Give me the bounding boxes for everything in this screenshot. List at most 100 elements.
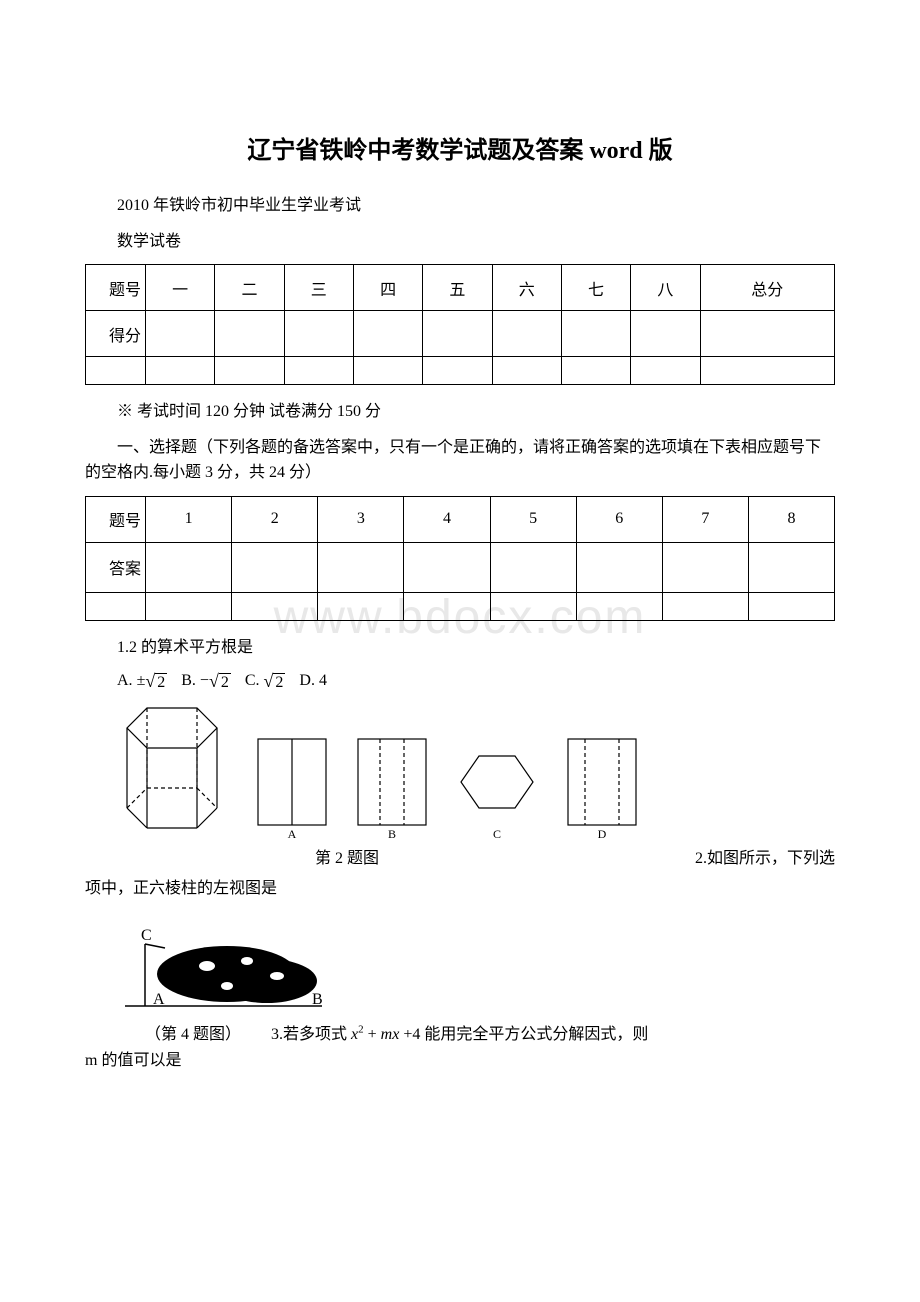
table-cell: 5 <box>490 496 576 542</box>
q1-option-b: B. −√2 <box>181 671 231 692</box>
table-cell: 8 <box>748 496 834 542</box>
table-cell <box>404 592 490 620</box>
table-cell <box>631 357 700 385</box>
subtitle-subject: 数学试卷 <box>85 229 835 255</box>
table-cell <box>490 542 576 592</box>
table-cell <box>576 592 662 620</box>
table-cell: 1 <box>146 496 232 542</box>
q2-caption-row: 第 2 题图 2.如图所示，下列选 <box>85 844 835 868</box>
hex-prism-icon <box>117 700 227 840</box>
minus-icon: − <box>200 672 209 689</box>
q4-figure-caption: （第 4 题图） <box>145 1020 241 1044</box>
option-label: D <box>598 827 607 840</box>
table-cell <box>284 357 353 385</box>
table-cell <box>353 311 422 357</box>
radical-icon: √ <box>264 671 274 691</box>
answer-table-header-cell: 答案 <box>86 542 146 592</box>
table-row: 答案 <box>86 542 835 592</box>
plus-minus-icon: ± <box>137 672 146 689</box>
q3-prefix: 3.若多项式 <box>271 1026 347 1043</box>
option-d-value: 4 <box>319 672 327 689</box>
q1-option-a: A. ±√2 <box>117 671 167 692</box>
table-cell <box>215 357 284 385</box>
table-cell: 八 <box>631 265 700 311</box>
option-label: A <box>288 827 297 840</box>
table-cell: 五 <box>423 265 492 311</box>
q2-option-a-icon: A <box>257 738 327 840</box>
table-cell: 4 <box>404 496 490 542</box>
table-cell <box>748 592 834 620</box>
table-cell <box>146 542 232 592</box>
q2-figure-caption: 第 2 题图 <box>315 844 379 868</box>
q2-option-b-icon: B <box>357 738 427 840</box>
page-title: 辽宁省铁岭中考数学试题及答案 word 版 <box>85 130 835 165</box>
table-cell <box>318 542 404 592</box>
table-cell <box>492 357 561 385</box>
table-cell <box>700 311 835 357</box>
table-cell <box>423 357 492 385</box>
table-cell <box>700 357 835 385</box>
exponent: 2 <box>358 1023 364 1035</box>
table-cell <box>561 311 630 357</box>
table-row <box>86 592 835 620</box>
table-cell: 2 <box>232 496 318 542</box>
score-table-header-cell: 题号 <box>86 265 146 311</box>
table-cell <box>146 311 215 357</box>
table-row: 题号 1 2 3 4 5 6 7 8 <box>86 496 835 542</box>
score-table-header-cell: 得分 <box>86 311 146 357</box>
sqrt-expr: √2 <box>264 671 286 692</box>
table-cell: 一 <box>146 265 215 311</box>
table-cell <box>86 592 146 620</box>
table-row <box>86 357 835 385</box>
table-cell <box>284 311 353 357</box>
table-cell <box>146 592 232 620</box>
table-cell <box>492 311 561 357</box>
table-cell <box>215 311 284 357</box>
q3-lead: 3.若多项式 x2 + mx +4 能用完全平方公式分解因式，则 <box>271 1020 835 1044</box>
math-mx: mx <box>381 1026 400 1043</box>
option-label: B <box>388 827 396 840</box>
table-cell <box>404 542 490 592</box>
table-cell <box>423 311 492 357</box>
q3-tail: m 的值可以是 <box>85 1046 835 1070</box>
table-cell <box>146 357 215 385</box>
table-cell <box>576 542 662 592</box>
answer-table: 题号 1 2 3 4 5 6 7 8 答案 <box>85 496 835 621</box>
table-cell <box>662 542 748 592</box>
sqrt-value: 2 <box>155 673 167 691</box>
option-label: A. <box>117 672 133 689</box>
table-cell <box>490 592 576 620</box>
option-label: D. <box>299 672 315 689</box>
table-cell: 3 <box>318 496 404 542</box>
table-cell: 三 <box>284 265 353 311</box>
sqrt-expr: √2 <box>145 671 167 692</box>
sqrt-expr: √2 <box>209 671 231 692</box>
label-b: B <box>312 991 323 1008</box>
table-cell <box>662 592 748 620</box>
label-c: C <box>141 927 152 944</box>
label-a: A <box>153 991 165 1008</box>
table-row: 题号 一 二 三 四 五 六 七 八 总分 <box>86 265 835 311</box>
q2-tail: 项中，正六棱柱的左视图是 <box>85 874 835 898</box>
table-cell <box>232 542 318 592</box>
table-cell <box>353 357 422 385</box>
table-row: 得分 <box>86 311 835 357</box>
tree-figure-icon: C A B <box>117 926 327 1016</box>
table-cell: 四 <box>353 265 422 311</box>
q2-option-d-icon: D <box>567 738 637 840</box>
score-table: 题号 一 二 三 四 五 六 七 八 总分 得分 <box>85 264 835 385</box>
option-label: B. <box>181 672 196 689</box>
sqrt-value: 2 <box>219 673 231 691</box>
table-cell <box>748 542 834 592</box>
q2-figure-row: A B C D <box>117 700 835 840</box>
option-label: C. <box>245 672 260 689</box>
q1-stem: 1.2 的算术平方根是 <box>85 635 835 661</box>
table-cell <box>318 592 404 620</box>
q3-row: （第 4 题图） 3.若多项式 x2 + mx +4 能用完全平方公式分解因式，… <box>85 1020 835 1044</box>
sqrt-value: 2 <box>273 673 285 691</box>
table-cell <box>561 357 630 385</box>
page-content: 辽宁省铁岭中考数学试题及答案 word 版 2010 年铁岭市初中毕业生学业考试… <box>85 130 835 1070</box>
q2-lead: 2.如图所示，下列选 <box>379 844 835 868</box>
answer-table-header-cell: 题号 <box>86 496 146 542</box>
subtitle-exam: 2010 年铁岭市初中毕业生学业考试 <box>85 193 835 219</box>
